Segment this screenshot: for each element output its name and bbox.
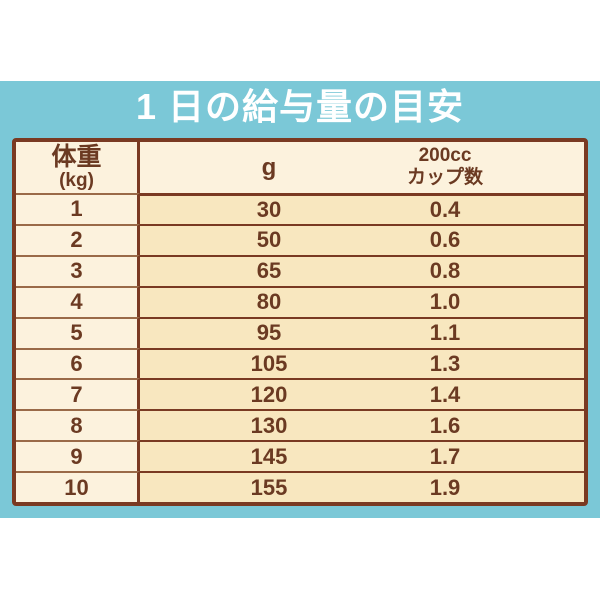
header-grams-label: g: [261, 153, 277, 181]
page-title: 1 日の給与量の目安: [135, 86, 465, 127]
cups-value: 1.4: [429, 381, 461, 407]
grams-value: 65: [256, 258, 282, 284]
table-row: 8 130 1.6: [16, 409, 584, 441]
grams-value: 130: [250, 412, 288, 438]
cups-value: 0.8: [429, 258, 461, 284]
grams-value: 80: [256, 289, 282, 315]
grams-value: 145: [250, 443, 288, 469]
header-weight-cell: 体重 (kg): [16, 142, 140, 193]
weight-value: 6: [70, 350, 83, 376]
feeding-guide-table: 体重 (kg) g 200cc カップ数 1 30 0.4 2 50 0.6: [12, 138, 588, 506]
cups-value: 1.6: [429, 412, 461, 438]
weight-value: 5: [70, 320, 83, 346]
table-row: 4 80 1.0: [16, 285, 584, 317]
table-row: 2 50 0.6: [16, 223, 584, 255]
header-cup-count: カップ数: [406, 167, 484, 189]
weight-value: 2: [70, 227, 83, 253]
grams-value: 105: [250, 350, 288, 376]
grams-value: 120: [250, 381, 288, 407]
cups-value: 1.9: [429, 474, 461, 500]
header-weight-label: 体重: [51, 143, 102, 172]
table-row: 5 95 1.1: [16, 316, 584, 348]
grams-value: 95: [256, 320, 282, 346]
header-cup-volume: 200cc: [418, 144, 472, 166]
cups-value: 1.1: [429, 320, 461, 346]
table-row: 6 105 1.3: [16, 347, 584, 379]
table-row: 7 120 1.4: [16, 378, 584, 410]
table-row: 1 30 0.4: [16, 193, 584, 224]
header-cups-label: 200cc カップ数: [407, 145, 483, 191]
weight-value: 7: [70, 381, 83, 407]
grams-value: 30: [256, 196, 282, 222]
weight-value: 3: [70, 258, 83, 284]
table-row: 9 145 1.7: [16, 440, 584, 472]
table-row: 3 65 0.8: [16, 254, 584, 286]
weight-value: 9: [70, 443, 83, 469]
table-header-row: 体重 (kg) g 200cc カップ数: [16, 142, 584, 193]
header-right-cell: g 200cc カップ数: [140, 142, 584, 193]
cups-value: 1.3: [429, 350, 461, 376]
weight-value: 1: [70, 196, 83, 222]
weight-value: 4: [70, 289, 83, 315]
weight-value: 8: [70, 412, 83, 438]
header-weight-unit: (kg): [59, 169, 94, 191]
blue-background-band: 1 日の給与量の目安 体重 (kg) g 200cc カップ数 1 30 0.4: [0, 81, 600, 518]
cups-value: 1.0: [429, 289, 461, 315]
weight-value: 10: [64, 474, 89, 500]
cups-value: 0.6: [429, 227, 461, 253]
cups-value: 1.7: [429, 443, 461, 469]
grams-value: 50: [256, 227, 282, 253]
table-row: 10 155 1.9: [16, 471, 584, 503]
cups-value: 0.4: [429, 196, 461, 222]
grams-value: 155: [250, 474, 288, 500]
